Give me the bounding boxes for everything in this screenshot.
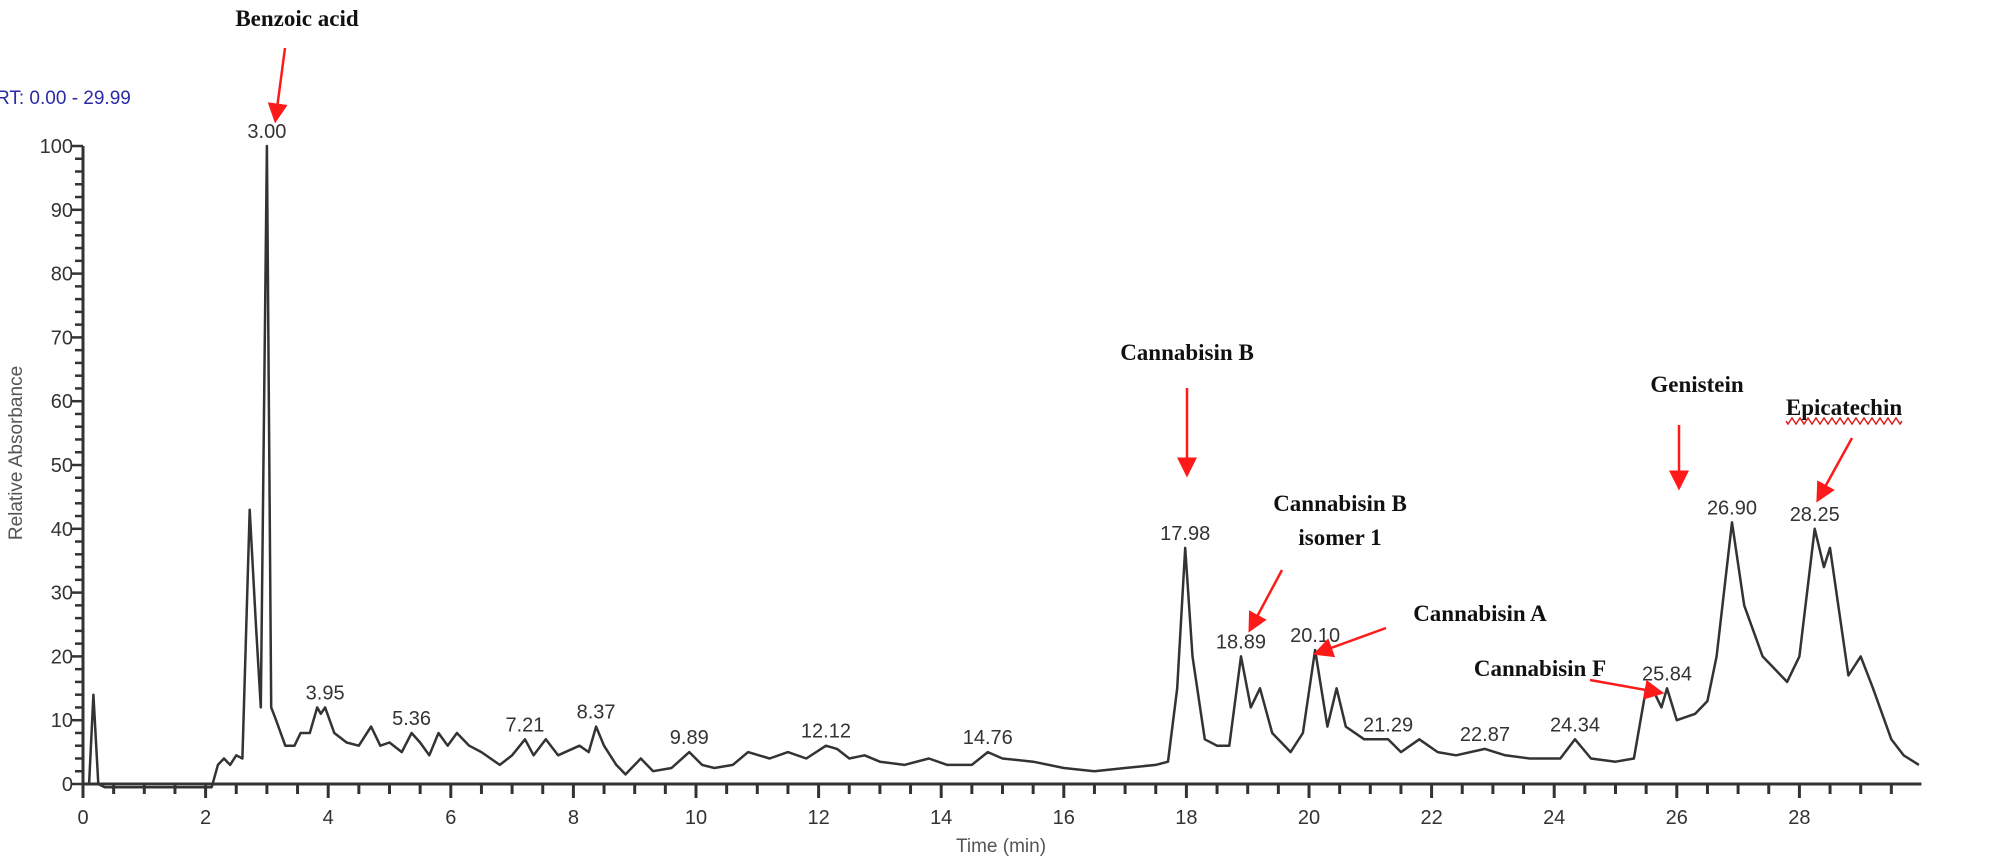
y-tick-label: 30: [51, 583, 73, 605]
peak-label: 22.87: [1460, 724, 1510, 746]
red-arrow-icon: [1816, 437, 1854, 503]
x-tick-label: 22: [1420, 807, 1442, 829]
y-tick-label: 50: [51, 455, 73, 477]
peak-label: 3.95: [306, 682, 345, 704]
red-arrow-icon: [1312, 626, 1387, 658]
trace-group: [83, 144, 1920, 789]
axes: 0 2 4 6 8 10 12 14 16 18 20 22 24 26 28010203040506070…: [40, 136, 1922, 829]
peak-labels: 3.00 3.95 5.36 7.21 8.37 9.89 12.12 14.76 17.98 1…: [247, 121, 1839, 749]
x-tick-label: 18: [1175, 807, 1197, 829]
y-tick-label: 100: [40, 136, 73, 158]
x-tick-label: 4: [323, 807, 334, 829]
peak-label: 21.29: [1363, 714, 1413, 736]
x-tick-label: 14: [930, 807, 952, 829]
annotation-label: Benzoic acid: [235, 6, 358, 31]
peak-label: 28.25: [1790, 504, 1840, 526]
annotation-label: Genistein: [1650, 372, 1743, 397]
annotation: Genistein: [1650, 372, 1744, 491]
annotation: Epicatechin: [1785, 395, 1903, 503]
x-tick-label: 16: [1053, 807, 1075, 829]
x-tick-label: 26: [1666, 807, 1688, 829]
y-tick-label: 80: [51, 264, 73, 286]
spellcheck-underline: [1785, 416, 1903, 426]
peak-label: 24.34: [1550, 714, 1600, 736]
x-tick-label: 0: [77, 807, 88, 829]
annotation-label: Epicatechin: [1786, 395, 1902, 420]
x-axis-title: Time (min): [956, 836, 1046, 857]
y-axis-title: Relative Absorbance: [6, 366, 27, 540]
x-tick-label: 10: [685, 807, 707, 829]
peak-label: 9.89: [670, 727, 709, 749]
peak-label: 20.10: [1290, 625, 1340, 647]
peak-label: 26.90: [1707, 497, 1757, 519]
annotation: Cannabisin B isomer 1: [1248, 491, 1407, 633]
chromatogram-trace: [83, 144, 1920, 789]
annotation: Cannabisin B: [1120, 340, 1254, 478]
x-tick-label: 24: [1543, 807, 1565, 829]
y-tick-label: 10: [51, 710, 73, 732]
red-arrow-icon: [1248, 569, 1284, 633]
y-tick-label: 60: [51, 391, 73, 413]
y-tick-label: 90: [51, 200, 73, 222]
red-arrow-icon: [1589, 678, 1665, 700]
annotation-label: Cannabisin B: [1120, 340, 1254, 365]
x-tick-label: 12: [807, 807, 829, 829]
annotation-label: Cannabisin B: [1273, 491, 1407, 516]
peak-label: 5.36: [392, 708, 431, 730]
peak-label: 25.84: [1642, 663, 1692, 685]
x-tick-label: 6: [445, 807, 456, 829]
peak-label: 7.21: [506, 714, 545, 736]
rt-range-label: RT: 0.00 - 29.99: [0, 88, 131, 109]
annotation: Cannabisin A: [1312, 601, 1547, 658]
y-tick-label: 40: [51, 519, 73, 541]
annotation: Benzoic acid: [235, 6, 359, 124]
y-tick-label: 70: [51, 327, 73, 349]
y-tick-label: 20: [51, 646, 73, 668]
x-tick-label: 2: [200, 807, 211, 829]
annotation-label: Cannabisin F: [1474, 656, 1606, 681]
red-arrow-icon: [267, 47, 288, 124]
compound-annotations: Benzoic acid Cannabisin B Cannabisin B isom…: [235, 6, 1903, 700]
x-tick-label: 20: [1298, 807, 1320, 829]
peak-label: 12.12: [801, 721, 851, 743]
annotation: Cannabisin F: [1474, 656, 1665, 700]
peak-label: 18.89: [1216, 631, 1266, 653]
peak-label: 8.37: [577, 702, 616, 724]
peak-label: 14.76: [963, 727, 1013, 749]
x-tick-label: 28: [1788, 807, 1810, 829]
peak-label: 17.98: [1160, 523, 1210, 545]
peak-label: 3.00: [247, 121, 286, 143]
x-tick-label: 8: [568, 807, 579, 829]
annotation-label: Cannabisin A: [1413, 601, 1547, 626]
y-tick-label: 0: [62, 774, 73, 796]
annotation-label: isomer 1: [1298, 525, 1381, 550]
